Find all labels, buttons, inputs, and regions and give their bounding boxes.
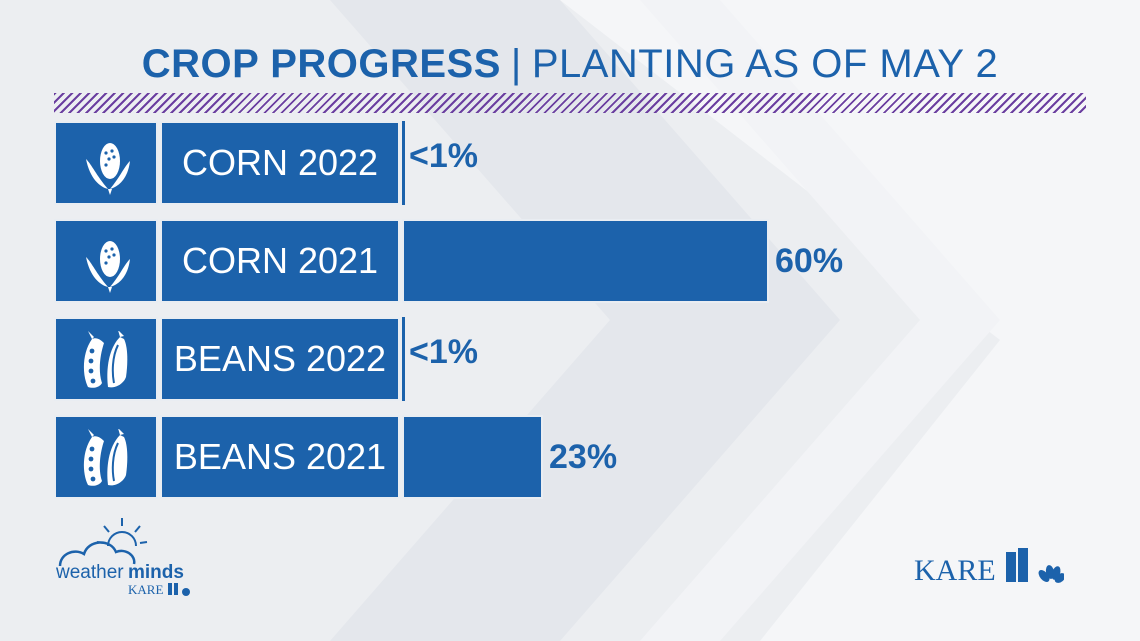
category-label: BEANS 2021 [160, 415, 400, 499]
bar-icon-box [54, 121, 158, 205]
bar-icon-box [54, 219, 158, 303]
bean-icon [83, 429, 128, 486]
data-label: <1% [409, 333, 478, 371]
corn-icon [86, 143, 130, 195]
chart-title: CROP PROGRESS | PLANTING AS OF MAY 2 [0, 42, 1140, 87]
category-label: CORN 2021 [160, 219, 400, 303]
bar [402, 317, 405, 401]
data-label: 60% [775, 242, 844, 280]
weatherminds-word1: weather [55, 562, 124, 583]
title-sub: PLANTING AS OF MAY 2 [531, 42, 999, 86]
data-label: <1% [409, 137, 478, 175]
kare-11-logo: KARE [914, 548, 1064, 586]
bar [402, 121, 405, 205]
category-label: CORN 2022 [160, 121, 400, 205]
weatherminds-logo: weather minds KARE [55, 518, 190, 597]
bar-icon-box [54, 317, 158, 401]
weatherminds-station: KARE [128, 582, 163, 597]
corn-icon [86, 241, 130, 293]
bar [402, 415, 543, 499]
weatherminds-word2: minds [128, 562, 184, 583]
title-main: CROP PROGRESS [141, 42, 501, 86]
data-label: 23% [549, 438, 618, 476]
bean-icon [83, 331, 128, 388]
kare-logo-text: KARE [914, 554, 996, 586]
bar-icon-box [54, 415, 158, 499]
accent-stripe [54, 93, 1086, 113]
category-label: BEANS 2022 [160, 317, 400, 401]
bar [402, 219, 769, 303]
title-separator: | [510, 42, 522, 86]
